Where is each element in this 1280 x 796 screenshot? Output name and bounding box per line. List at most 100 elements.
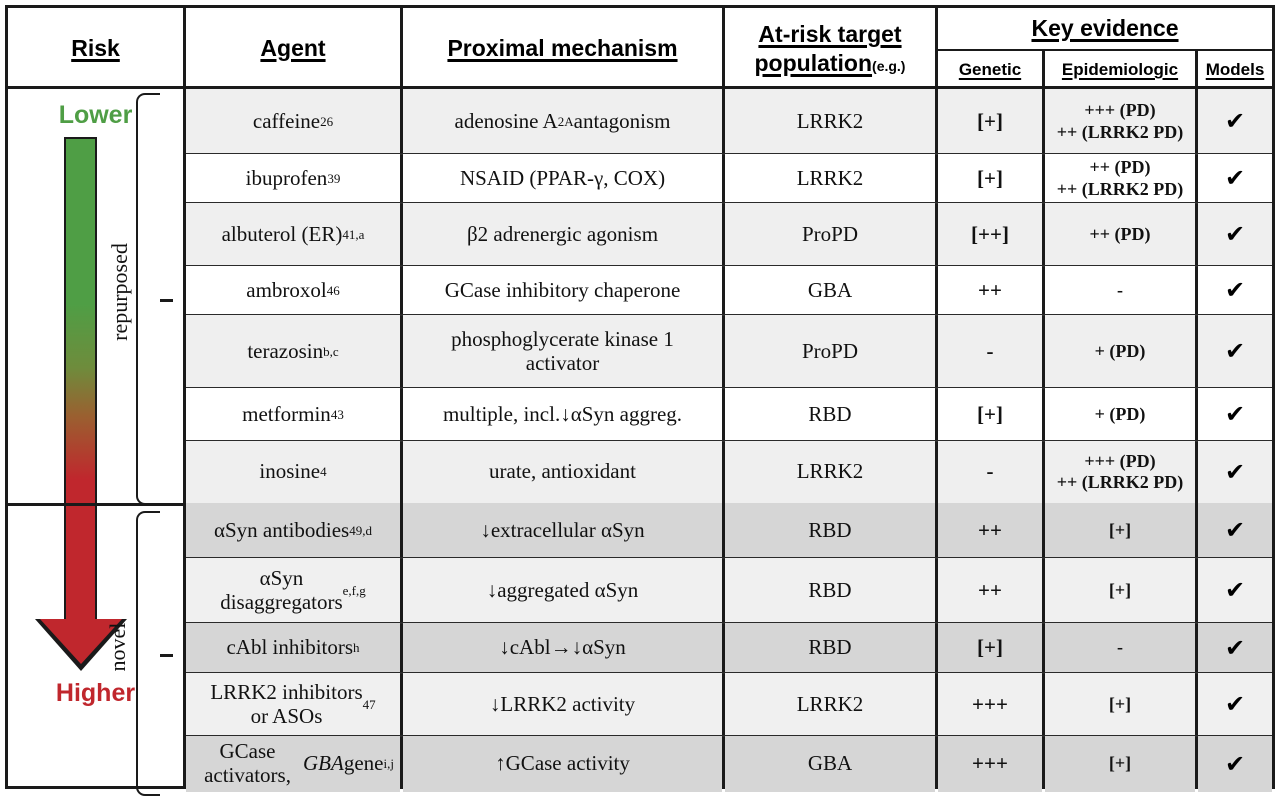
cell-models: ✔ [1198,558,1272,623]
group-label-novel: novel [105,622,130,672]
check-icon: ✔ [1224,633,1246,662]
cell-agent: albuterol (ER) 41,a [186,203,400,266]
cell-population: LRRK2 [725,441,935,503]
cell-population: GBA [725,736,935,792]
group-bracket-novel [136,511,160,796]
check-icon: ✔ [1224,690,1246,719]
cell-genetic: [+] [938,154,1042,203]
col-sep-mechanism-population [722,8,725,786]
risk-label-higher: Higher [55,679,136,707]
cell-epidemiologic: +++ (PD) ++ (LRRK2 PD) [1045,89,1195,154]
col-sep-epi-models [1195,49,1198,786]
cell-mechanism: ↓ cAbl → ↓ αSyn [403,623,722,673]
cell-agent: metformin 43 [186,388,400,441]
header-agent: Agent [186,8,400,89]
cell-mechanism: ↓ aggregated αSyn [403,558,722,623]
header-epidemiologic: Epidemiologic [1045,51,1195,89]
check-icon: ✔ [1224,749,1246,778]
key-evidence-underline-rule [938,49,1272,51]
check-icon: ✔ [1224,576,1246,605]
risk-axis: Lower Higher repurposed novel [8,89,183,796]
cell-mechanism: NSAID (PPAR-γ, COX) [403,154,722,203]
cell-agent: LRRK2 inhibitors or ASOs 47 [186,673,400,736]
epidemiologic-line: - [1117,279,1123,300]
cell-epidemiologic: ++ (PD) ++ (LRRK2 PD) [1045,154,1195,203]
cell-models: ✔ [1198,203,1272,266]
header-models: Models [1198,51,1272,89]
epidemiologic-line: [+] [1108,753,1132,774]
header-risk: Risk [8,8,183,89]
epidemiologic-line: +++ (PD) [1084,100,1156,121]
epidemiologic-line: ++ (LRRK2 PD) [1056,178,1184,199]
epidemiologic-line: ++ (PD) [1089,157,1151,178]
epidemiologic-line: +++ (PD) [1084,450,1156,471]
header-models-label: Models [1205,60,1265,79]
epidemiologic-line: - [1117,637,1123,658]
cell-mechanism: ↓ extracellular αSyn [403,503,722,558]
cell-population: RBD [725,503,935,558]
epidemiologic-line: + (PD) [1094,403,1146,424]
cell-mechanism: phosphoglycerate kinase 1 activator [403,315,722,388]
col-sep-genetic-epi [1042,49,1045,786]
cell-genetic: ++ [938,266,1042,315]
cell-epidemiologic: ++ (PD) [1045,203,1195,266]
cell-epidemiologic: [+] [1045,503,1195,558]
risk-label-lower: Lower [58,101,133,129]
header-epidemiologic-label: Epidemiologic [1061,60,1179,79]
cell-mechanism: β2 adrenergic agonism [403,203,722,266]
cell-epidemiologic: +++ (PD) ++ (LRRK2 PD) [1045,441,1195,503]
cell-models: ✔ [1198,89,1272,154]
cell-genetic: ++ [938,503,1042,558]
cell-agent: αSyn antibodies 49,d [186,503,400,558]
cell-epidemiologic: - [1045,266,1195,315]
header-risk-label: Risk [71,35,120,61]
risk-gradient-arrow-head-fill [40,619,122,664]
check-icon: ✔ [1224,107,1246,136]
cell-agent: caffeine 26 [186,89,400,154]
cell-agent: αSyn disaggregators e,f,g [186,558,400,623]
cell-population: LRRK2 [725,673,935,736]
cell-agent: ambroxol 46 [186,266,400,315]
cell-agent: cAbl inhibitors h [186,623,400,673]
cell-population: ProPD [725,315,935,388]
check-icon: ✔ [1224,337,1246,366]
cell-population: ProPD [725,203,935,266]
cell-genetic: - [938,441,1042,503]
cell-agent: terazosin b,c [186,315,400,388]
check-icon: ✔ [1224,457,1246,486]
cell-epidemiologic: [+] [1045,673,1195,736]
cell-mechanism: urate, antioxidant [403,441,722,503]
group-label-repurposed: repurposed [107,243,132,341]
cell-epidemiologic: + (PD) [1045,315,1195,388]
group-bracket-repurposed-nub [160,299,173,302]
cell-genetic: - [938,315,1042,388]
cell-population: LRRK2 [725,89,935,154]
cell-population: RBD [725,558,935,623]
cell-mechanism: adenosine A 2A antagonism [403,89,722,154]
cell-agent: inosine 4 [186,441,400,503]
cell-mechanism: ↓ LRRK2 activity [403,673,722,736]
cell-models: ✔ [1198,503,1272,558]
header-population-line2: population [754,49,873,76]
epidemiologic-line: + (PD) [1094,340,1146,361]
header-key-evidence: Key evidence [938,8,1272,49]
cell-population: RBD [725,388,935,441]
epidemiologic-line: ++ (LRRK2 PD) [1056,472,1184,492]
cell-models: ✔ [1198,388,1272,441]
header-mechanism: Proximal mechanism [403,8,722,89]
epidemiologic-line: [+] [1108,519,1132,540]
cell-mechanism: ↑ GCase activity [403,736,722,792]
epidemiologic-line: ++ (PD) [1089,223,1151,244]
header-mechanism-label: Proximal mechanism [447,35,678,61]
cell-mechanism: GCase inhibitory chaperone [403,266,722,315]
cell-genetic: [+] [938,89,1042,154]
cell-agent: GCase activators, GBA gene i,j [186,736,400,792]
cell-genetic: ++ [938,558,1042,623]
cell-models: ✔ [1198,623,1272,673]
header-genetic-label: Genetic [958,60,1022,79]
cell-epidemiologic: [+] [1045,736,1195,792]
cell-population: GBA [725,266,935,315]
cell-population: RBD [725,623,935,673]
cell-genetic: [+] [938,623,1042,673]
risk-agent-table: Risk Agent Proximal mechanism At-risk ta… [5,5,1275,796]
